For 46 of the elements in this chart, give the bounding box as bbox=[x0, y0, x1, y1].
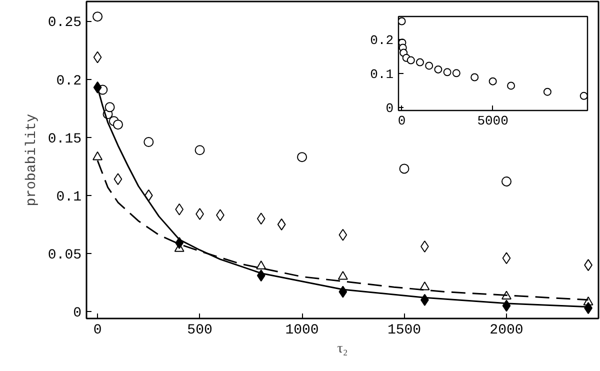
point bbox=[580, 92, 588, 100]
x-tick-label: 0 bbox=[93, 322, 102, 338]
x-axis-title: τ₂ bbox=[337, 342, 348, 356]
point bbox=[114, 173, 122, 186]
point bbox=[297, 152, 308, 162]
point bbox=[93, 51, 102, 64]
point bbox=[256, 212, 266, 225]
x-tick-label: 2000 bbox=[490, 322, 524, 338]
y-tick-label: 0 bbox=[386, 100, 394, 116]
point bbox=[92, 151, 103, 160]
y-tick-label: 0.1 bbox=[56, 189, 82, 206]
point bbox=[338, 228, 348, 241]
point bbox=[425, 62, 434, 70]
point bbox=[256, 260, 266, 270]
y-tick-label: 0.2 bbox=[370, 33, 394, 48]
point bbox=[452, 69, 460, 78]
x-tick-label: 1500 bbox=[387, 322, 422, 338]
point bbox=[338, 271, 348, 280]
y-tick-label: 0.05 bbox=[48, 247, 82, 264]
y-axis-title: probability bbox=[24, 114, 40, 206]
point bbox=[398, 17, 406, 26]
y-tick-label: 0.2 bbox=[56, 73, 82, 90]
point bbox=[507, 82, 516, 90]
point bbox=[416, 58, 424, 66]
point bbox=[501, 176, 512, 186]
y-tick-label: 0.1 bbox=[370, 67, 394, 82]
point bbox=[144, 137, 154, 147]
point bbox=[434, 65, 442, 74]
point bbox=[112, 120, 123, 130]
y-tick-label: 0.25 bbox=[48, 15, 82, 32]
point bbox=[194, 145, 205, 156]
x-tick-label: 5000 bbox=[477, 114, 508, 128]
x-tick-label: 1000 bbox=[285, 322, 319, 338]
point bbox=[488, 77, 497, 86]
point bbox=[470, 73, 479, 82]
point bbox=[543, 88, 552, 96]
y-tick-label: 0.15 bbox=[48, 131, 82, 148]
point bbox=[277, 218, 286, 230]
x-tick-label: 500 bbox=[187, 322, 212, 338]
point bbox=[406, 56, 415, 64]
point bbox=[443, 68, 452, 76]
point bbox=[92, 12, 103, 22]
point bbox=[399, 164, 410, 174]
point bbox=[104, 102, 115, 112]
y-tick-label: 0 bbox=[73, 306, 82, 322]
point bbox=[502, 252, 511, 264]
